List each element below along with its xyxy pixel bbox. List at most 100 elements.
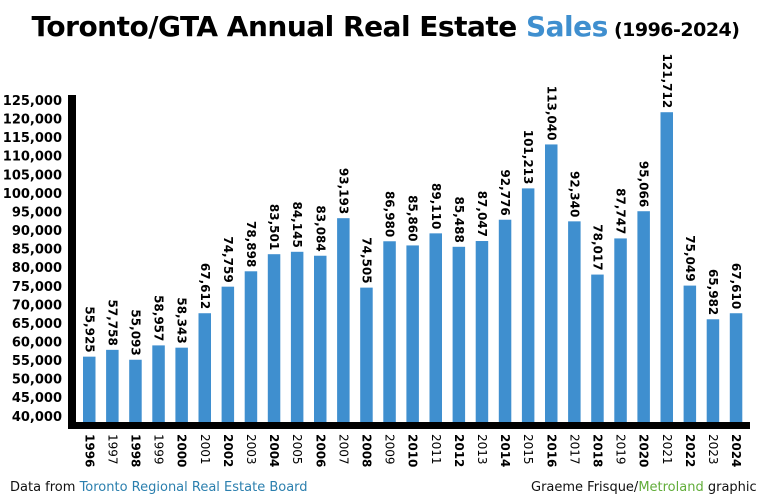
x-tick-label-2011: 2011: [429, 434, 443, 465]
x-tick-label-1998: 1998: [128, 434, 142, 467]
bar-2016: [545, 144, 558, 424]
x-tick-label-2003: 2003: [244, 434, 258, 465]
x-tick-label-2001: 2001: [198, 434, 212, 465]
y-tick-label: 55,000: [12, 354, 62, 369]
value-label-1997: 57,758: [105, 300, 119, 346]
source-prefix: Data from: [10, 480, 80, 495]
chart-title: Toronto/GTA Annual Real Estate Sales (19…: [0, 10, 771, 43]
title-years: (1996-2024): [607, 19, 740, 41]
bar-2015: [521, 188, 535, 424]
value-label-2010: 85,860: [406, 195, 420, 241]
bar-1997: [106, 349, 119, 424]
x-axis: [68, 422, 750, 429]
source-link: Toronto Regional Real Estate Board: [79, 480, 308, 495]
bar-2018: [591, 274, 604, 424]
x-tick-label-2004: 2004: [267, 434, 281, 467]
credit-name: Graeme Frisque/: [531, 480, 639, 495]
bar-1999: [152, 345, 165, 424]
value-label-2002: 74,759: [221, 236, 235, 282]
bar-2010: [406, 245, 419, 424]
x-tick-label-2007: 2007: [336, 434, 350, 465]
y-tick-label: 90,000: [12, 224, 62, 239]
y-tick-label: 100,000: [3, 187, 62, 202]
x-tick-label-2021: 2021: [660, 434, 674, 465]
title-text: Toronto/GTA Annual Real Estate: [31, 10, 526, 43]
y-tick-label: 125,000: [3, 94, 62, 109]
bar-2021: [660, 112, 673, 424]
x-tick-label-2022: 2022: [683, 434, 697, 467]
x-tick-label-2020: 2020: [637, 434, 651, 467]
x-tick-label-1997: 1997: [105, 434, 119, 465]
value-label-2011: 89,110: [429, 183, 443, 229]
y-tick-label: 105,000: [3, 168, 62, 183]
x-tick-label-2012: 2012: [452, 434, 466, 467]
y-tick-label: 115,000: [3, 131, 62, 146]
value-label-2014: 92,776: [498, 169, 512, 215]
bar-2017: [568, 221, 581, 424]
y-tick-label: 110,000: [3, 150, 62, 165]
value-label-1999: 58,957: [152, 295, 166, 341]
value-label-1998: 55,093: [128, 309, 142, 355]
value-label-2021: 121,712: [660, 54, 674, 109]
x-tick-label-2002: 2002: [221, 434, 235, 467]
value-label-2022: 75,049: [683, 235, 697, 281]
value-label-2000: 58,343: [175, 297, 189, 343]
bar-2024: [729, 313, 743, 424]
y-tick-label: 40,000: [12, 410, 62, 425]
value-label-2001: 67,612: [198, 263, 212, 309]
x-tick-label-2008: 2008: [359, 434, 373, 467]
value-label-2019: 87,747: [614, 188, 628, 234]
value-label-2016: 113,040: [544, 86, 558, 141]
value-label-2023: 65,982: [706, 269, 720, 315]
value-label-2007: 93,193: [336, 168, 350, 214]
bar-2008: [360, 287, 373, 424]
bar-2019: [614, 238, 627, 424]
x-tick-label-1999: 1999: [152, 434, 166, 465]
value-label-2005: 84,145: [290, 201, 304, 247]
y-tick-label: 95,000: [12, 205, 62, 220]
x-tick-label-2010: 2010: [406, 434, 420, 467]
x-tick-label-2024: 2024: [729, 434, 743, 467]
value-label-2024: 67,610: [729, 263, 743, 309]
credit-note: Graeme Frisque/Metroland graphic: [531, 480, 757, 495]
bar-2005: [290, 251, 304, 424]
value-label-2015: 101,213: [521, 130, 535, 185]
x-tick-label-2000: 2000: [175, 434, 189, 467]
x-tick-label-2009: 2009: [383, 434, 397, 465]
value-label-2018: 78,017: [590, 224, 604, 270]
credit-brand: Metroland: [638, 480, 704, 495]
value-label-2013: 87,047: [475, 191, 489, 237]
x-tick-label-2017: 2017: [567, 434, 581, 465]
y-tick-label: 120,000: [3, 113, 62, 128]
x-tick-label-2016: 2016: [544, 434, 558, 467]
value-label-2008: 74,505: [359, 237, 373, 283]
y-tick-label: 75,000: [12, 280, 62, 295]
y-tick-label: 45,000: [12, 391, 62, 406]
y-tick-label: 85,000: [12, 243, 62, 258]
bar-2007: [337, 218, 350, 424]
x-tick-label-1996: 1996: [82, 434, 96, 467]
value-label-2003: 78,898: [244, 221, 258, 267]
bar-2011: [429, 233, 442, 424]
title-accent: Sales: [526, 10, 608, 43]
bar-2013: [475, 241, 489, 424]
bar-2012: [452, 246, 466, 424]
bar-2009: [383, 241, 396, 424]
value-label-2012: 85,488: [452, 196, 466, 242]
credit-suffix: graphic: [703, 480, 757, 495]
y-tick-label: 70,000: [12, 298, 62, 313]
bar-2023: [706, 319, 720, 424]
bar-2003: [244, 271, 258, 424]
x-tick-label-2023: 2023: [706, 434, 720, 465]
bar-2000: [175, 347, 188, 424]
source-note: Data from Toronto Regional Real Estate B…: [10, 480, 308, 495]
value-label-2006: 83,084: [313, 205, 327, 251]
bar-2006: [314, 255, 327, 424]
x-tick-label-2015: 2015: [521, 434, 535, 465]
x-tick-label-2014: 2014: [498, 434, 512, 467]
value-label-2009: 86,980: [383, 191, 397, 237]
value-label-1996: 55,925: [82, 306, 96, 352]
bar-2004: [267, 254, 281, 424]
bar-2002: [221, 286, 235, 424]
